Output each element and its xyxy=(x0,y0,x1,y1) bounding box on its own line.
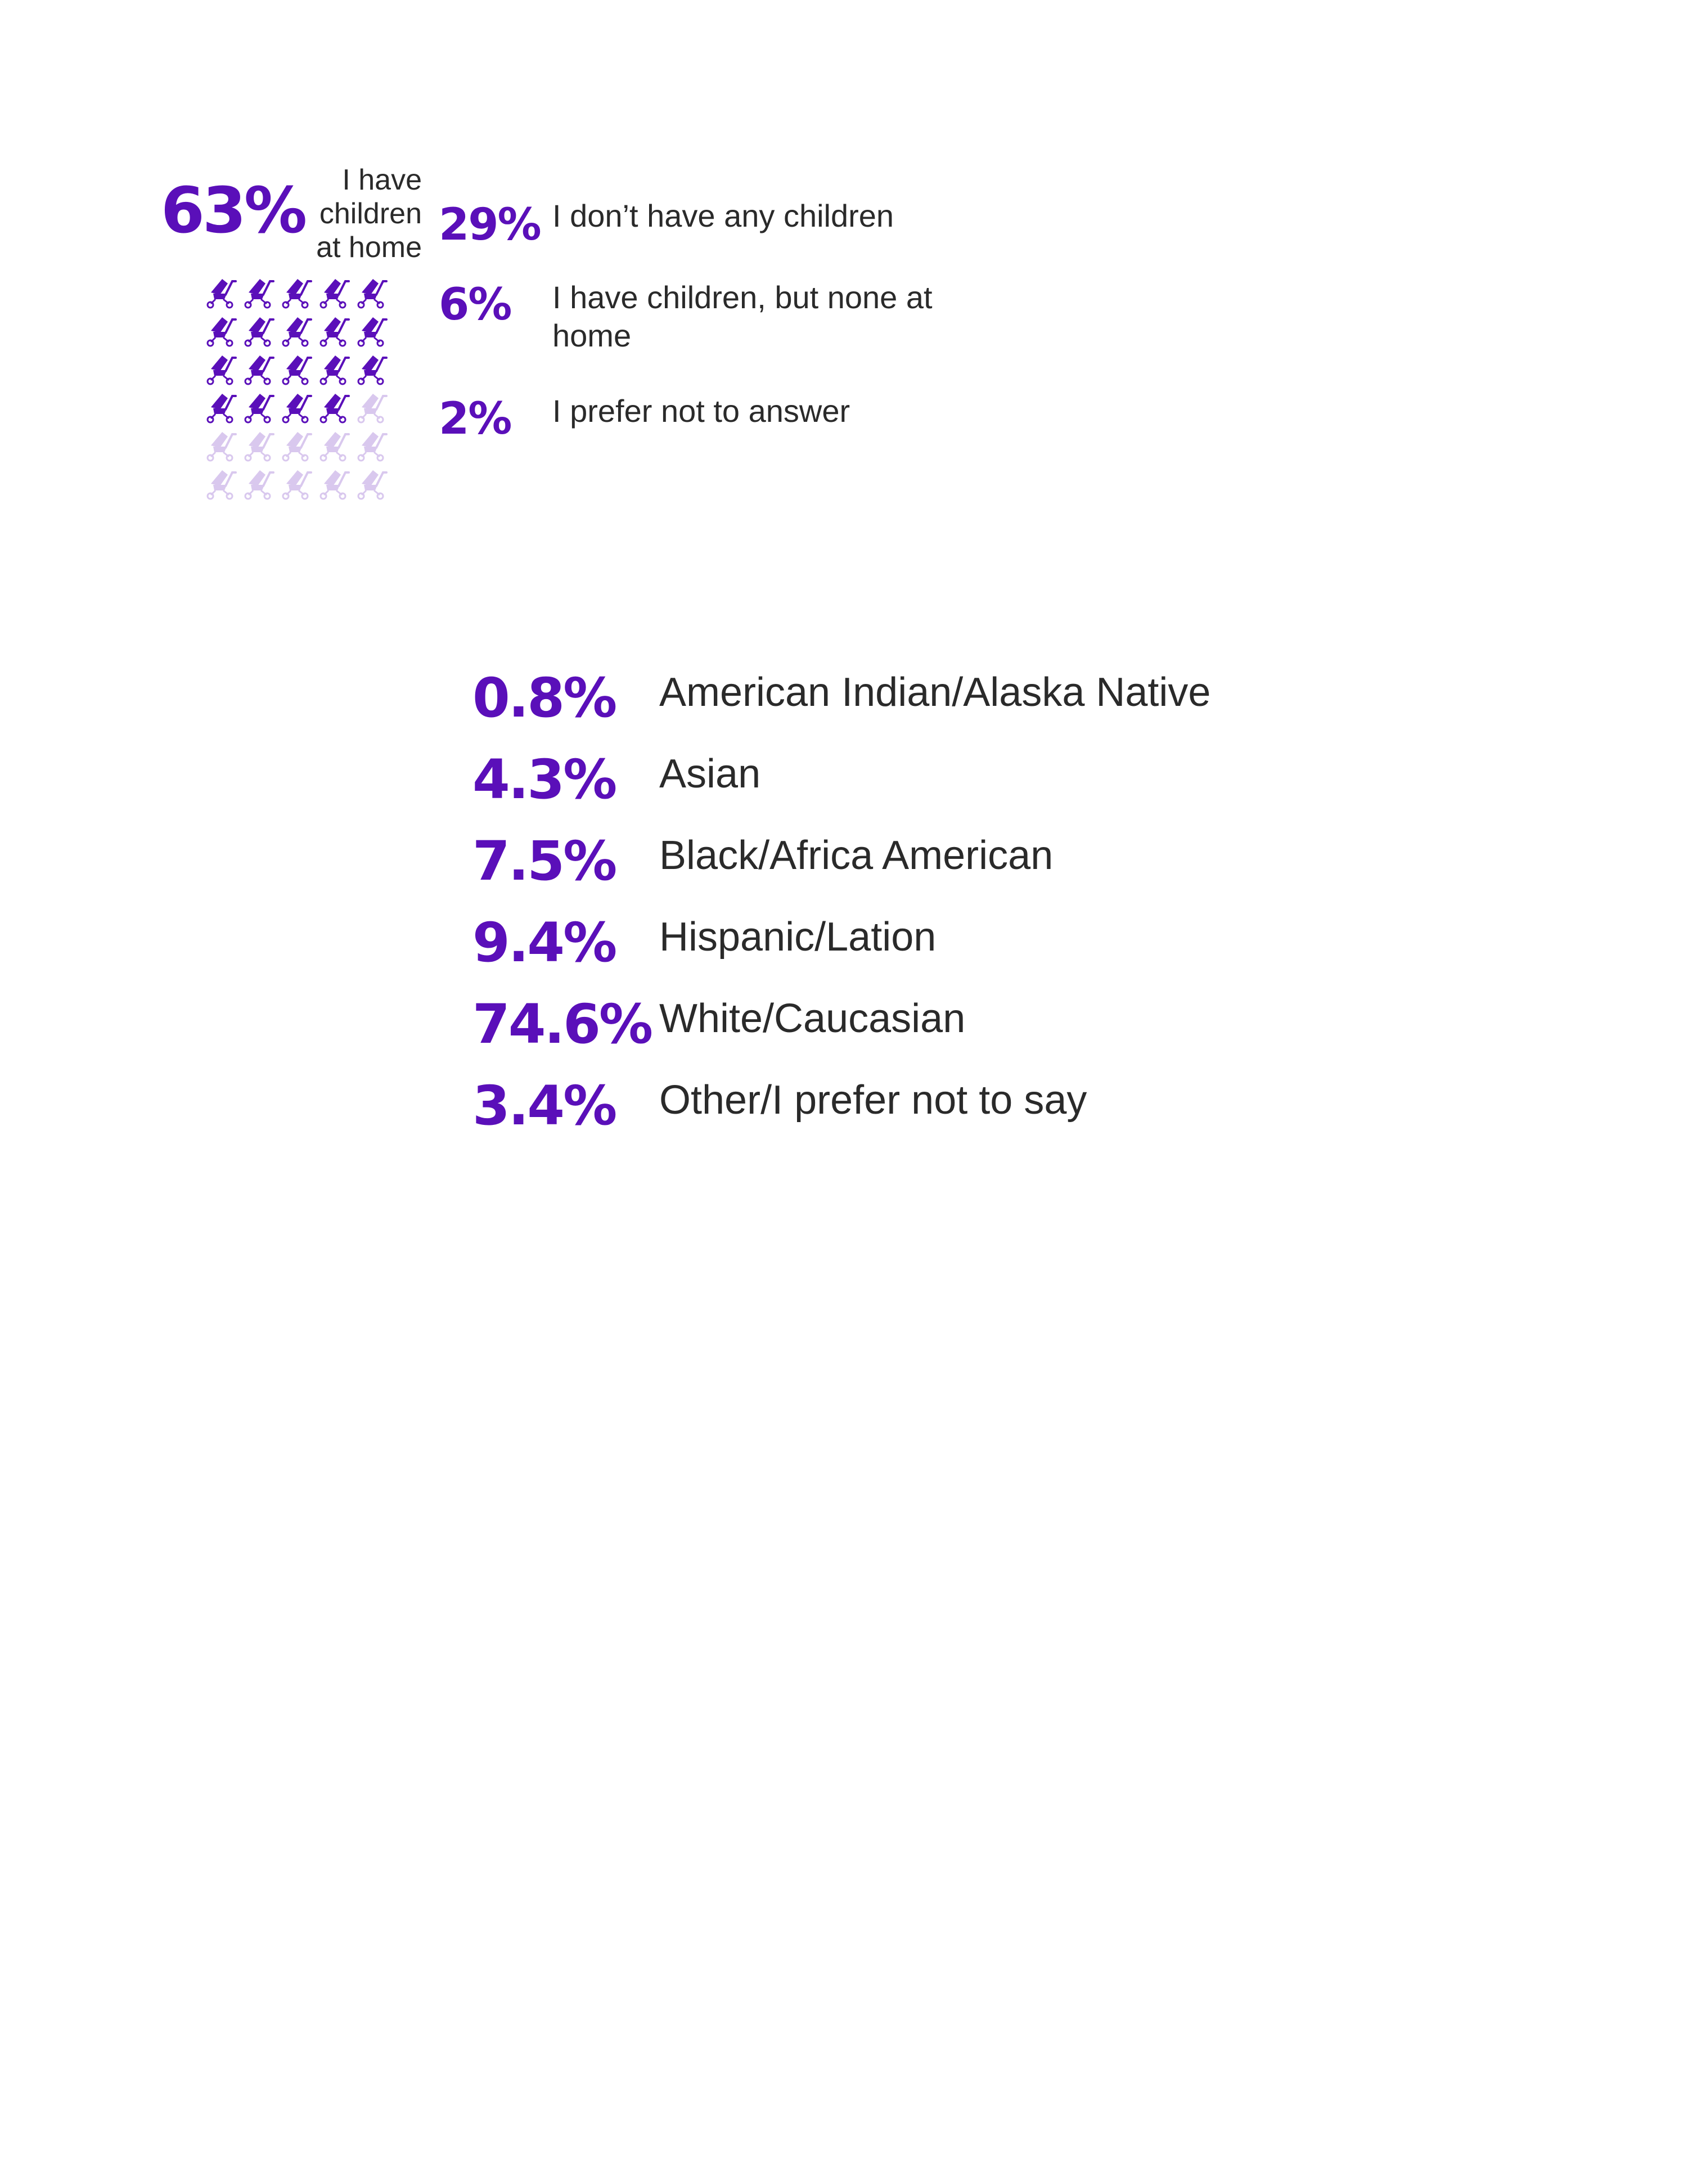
stat-label-line: children xyxy=(319,197,422,230)
stat-label: I don’t have any children xyxy=(552,198,894,233)
stat-label-line: at home xyxy=(316,231,422,264)
stroller-pictogram xyxy=(205,276,397,512)
stat-label: I have children, but none at home xyxy=(552,278,933,355)
stroller-icon xyxy=(357,279,388,309)
ethnicity-value: 3.4% xyxy=(472,1074,617,1137)
stroller-icon xyxy=(319,470,350,500)
stroller-icon xyxy=(206,470,237,500)
ethnicity-label: White/Caucasian xyxy=(659,996,966,1041)
ethnicity-label: Asian xyxy=(659,751,761,796)
stat-value: 6% xyxy=(439,280,512,330)
stroller-icon xyxy=(357,317,388,347)
stroller-icon xyxy=(244,317,274,347)
stat-label-line: I have children, but none at xyxy=(552,280,933,315)
stat-label: I have children at home xyxy=(309,163,422,264)
stroller-icon xyxy=(282,317,312,347)
stroller-icon xyxy=(244,394,274,424)
stroller-icon xyxy=(357,432,388,462)
ethnicity-value: 0.8% xyxy=(472,667,617,729)
stroller-icon xyxy=(357,394,388,424)
ethnicity-value: 7.5% xyxy=(472,830,617,893)
stroller-icon xyxy=(319,394,350,424)
ethnicity-value: 74.6% xyxy=(472,993,653,1056)
stroller-icon xyxy=(319,355,350,385)
stroller-icon xyxy=(206,317,237,347)
stroller-icon xyxy=(244,355,274,385)
stat-value: 2% xyxy=(439,394,512,444)
stroller-icon xyxy=(282,355,312,385)
stroller-icon xyxy=(206,432,237,462)
ethnicity-label: Black/Africa American xyxy=(659,833,1054,878)
stroller-icon xyxy=(282,470,312,500)
stroller-icon xyxy=(282,279,312,309)
stroller-icon xyxy=(206,279,237,309)
stroller-icon xyxy=(244,470,274,500)
stroller-icon xyxy=(244,432,274,462)
ethnicity-label: Hispanic/Lation xyxy=(659,915,937,960)
stat-label-line: I have xyxy=(342,164,422,196)
stat-value: 29% xyxy=(439,200,542,250)
stroller-icon xyxy=(357,355,388,385)
stroller-icon xyxy=(206,355,237,385)
ethnicity-value: 9.4% xyxy=(472,911,617,974)
stroller-icon xyxy=(244,279,274,309)
stroller-icon xyxy=(319,432,350,462)
stroller-icon xyxy=(282,432,312,462)
ethnicity-value: 4.3% xyxy=(472,748,617,811)
stroller-icon xyxy=(357,470,388,500)
stat-value: 63% xyxy=(161,174,307,247)
ethnicity-label: Other/I prefer not to say xyxy=(659,1078,1087,1123)
stroller-icon xyxy=(319,317,350,347)
ethnicity-label: American Indian/Alaska Native xyxy=(659,670,1211,715)
stroller-icon xyxy=(206,394,237,424)
stat-label: I prefer not to answer xyxy=(552,393,850,429)
stroller-icon xyxy=(319,279,350,309)
stat-label-line: home xyxy=(552,318,632,353)
stroller-icon xyxy=(282,394,312,424)
stroller-pictogram-svg xyxy=(206,279,388,500)
